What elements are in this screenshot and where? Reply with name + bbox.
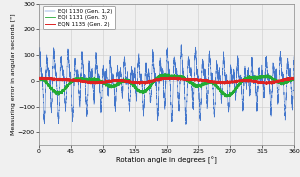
EQI 1131 (Gen. 3) bbox=[231, 92, 234, 94]
EQI 1130 (Gen. 1,2) bbox=[37, 54, 41, 56]
EQN 1135 (Gen. 2) bbox=[124, 79, 128, 81]
EQI 1130 (Gen. 1,2) bbox=[292, 56, 296, 58]
Y-axis label: Measuring error in angular seconds ["]: Measuring error in angular seconds ["] bbox=[11, 13, 16, 135]
EQN 1135 (Gen. 2) bbox=[231, 81, 234, 83]
EQI 1130 (Gen. 1,2) bbox=[158, 63, 161, 65]
EQI 1131 (Gen. 3) bbox=[278, 81, 282, 84]
Legend: EQI 1130 (Gen. 1,2), EQI 1131 (Gen. 3), EQN 1135 (Gen. 2): EQI 1130 (Gen. 1,2), EQI 1131 (Gen. 3), … bbox=[43, 6, 115, 29]
EQI 1130 (Gen. 1,2) bbox=[281, 81, 285, 84]
EQN 1135 (Gen. 2) bbox=[173, 76, 176, 78]
EQI 1130 (Gen. 1,2) bbox=[179, 43, 183, 45]
EQI 1131 (Gen. 3) bbox=[124, 80, 128, 82]
EQN 1135 (Gen. 2) bbox=[264, 83, 268, 85]
EQN 1135 (Gen. 2) bbox=[158, 79, 161, 81]
EQI 1131 (Gen. 3) bbox=[281, 83, 285, 85]
EQI 1130 (Gen. 1,2) bbox=[278, 52, 282, 54]
EQI 1130 (Gen. 1,2) bbox=[184, 124, 188, 126]
EQI 1131 (Gen. 3) bbox=[37, 78, 41, 80]
EQN 1135 (Gen. 2) bbox=[37, 78, 41, 80]
Line: EQN 1135 (Gen. 2): EQN 1135 (Gen. 2) bbox=[39, 77, 294, 84]
EQN 1135 (Gen. 2) bbox=[292, 78, 296, 80]
EQI 1130 (Gen. 1,2) bbox=[231, 78, 234, 80]
EQI 1130 (Gen. 1,2) bbox=[124, 77, 128, 79]
EQI 1131 (Gen. 3) bbox=[163, 72, 167, 74]
EQI 1130 (Gen. 1,2) bbox=[224, 78, 227, 80]
Line: EQI 1130 (Gen. 1,2): EQI 1130 (Gen. 1,2) bbox=[39, 44, 294, 125]
EQN 1135 (Gen. 2) bbox=[281, 80, 285, 82]
EQI 1131 (Gen. 3) bbox=[292, 77, 296, 79]
Line: EQI 1131 (Gen. 3): EQI 1131 (Gen. 3) bbox=[39, 73, 294, 97]
EQI 1131 (Gen. 3) bbox=[158, 75, 161, 77]
EQN 1135 (Gen. 2) bbox=[224, 81, 227, 83]
EQI 1131 (Gen. 3) bbox=[225, 96, 228, 98]
X-axis label: Rotation angle in degrees [°]: Rotation angle in degrees [°] bbox=[116, 156, 217, 164]
EQI 1131 (Gen. 3) bbox=[224, 93, 227, 96]
EQN 1135 (Gen. 2) bbox=[278, 79, 282, 81]
